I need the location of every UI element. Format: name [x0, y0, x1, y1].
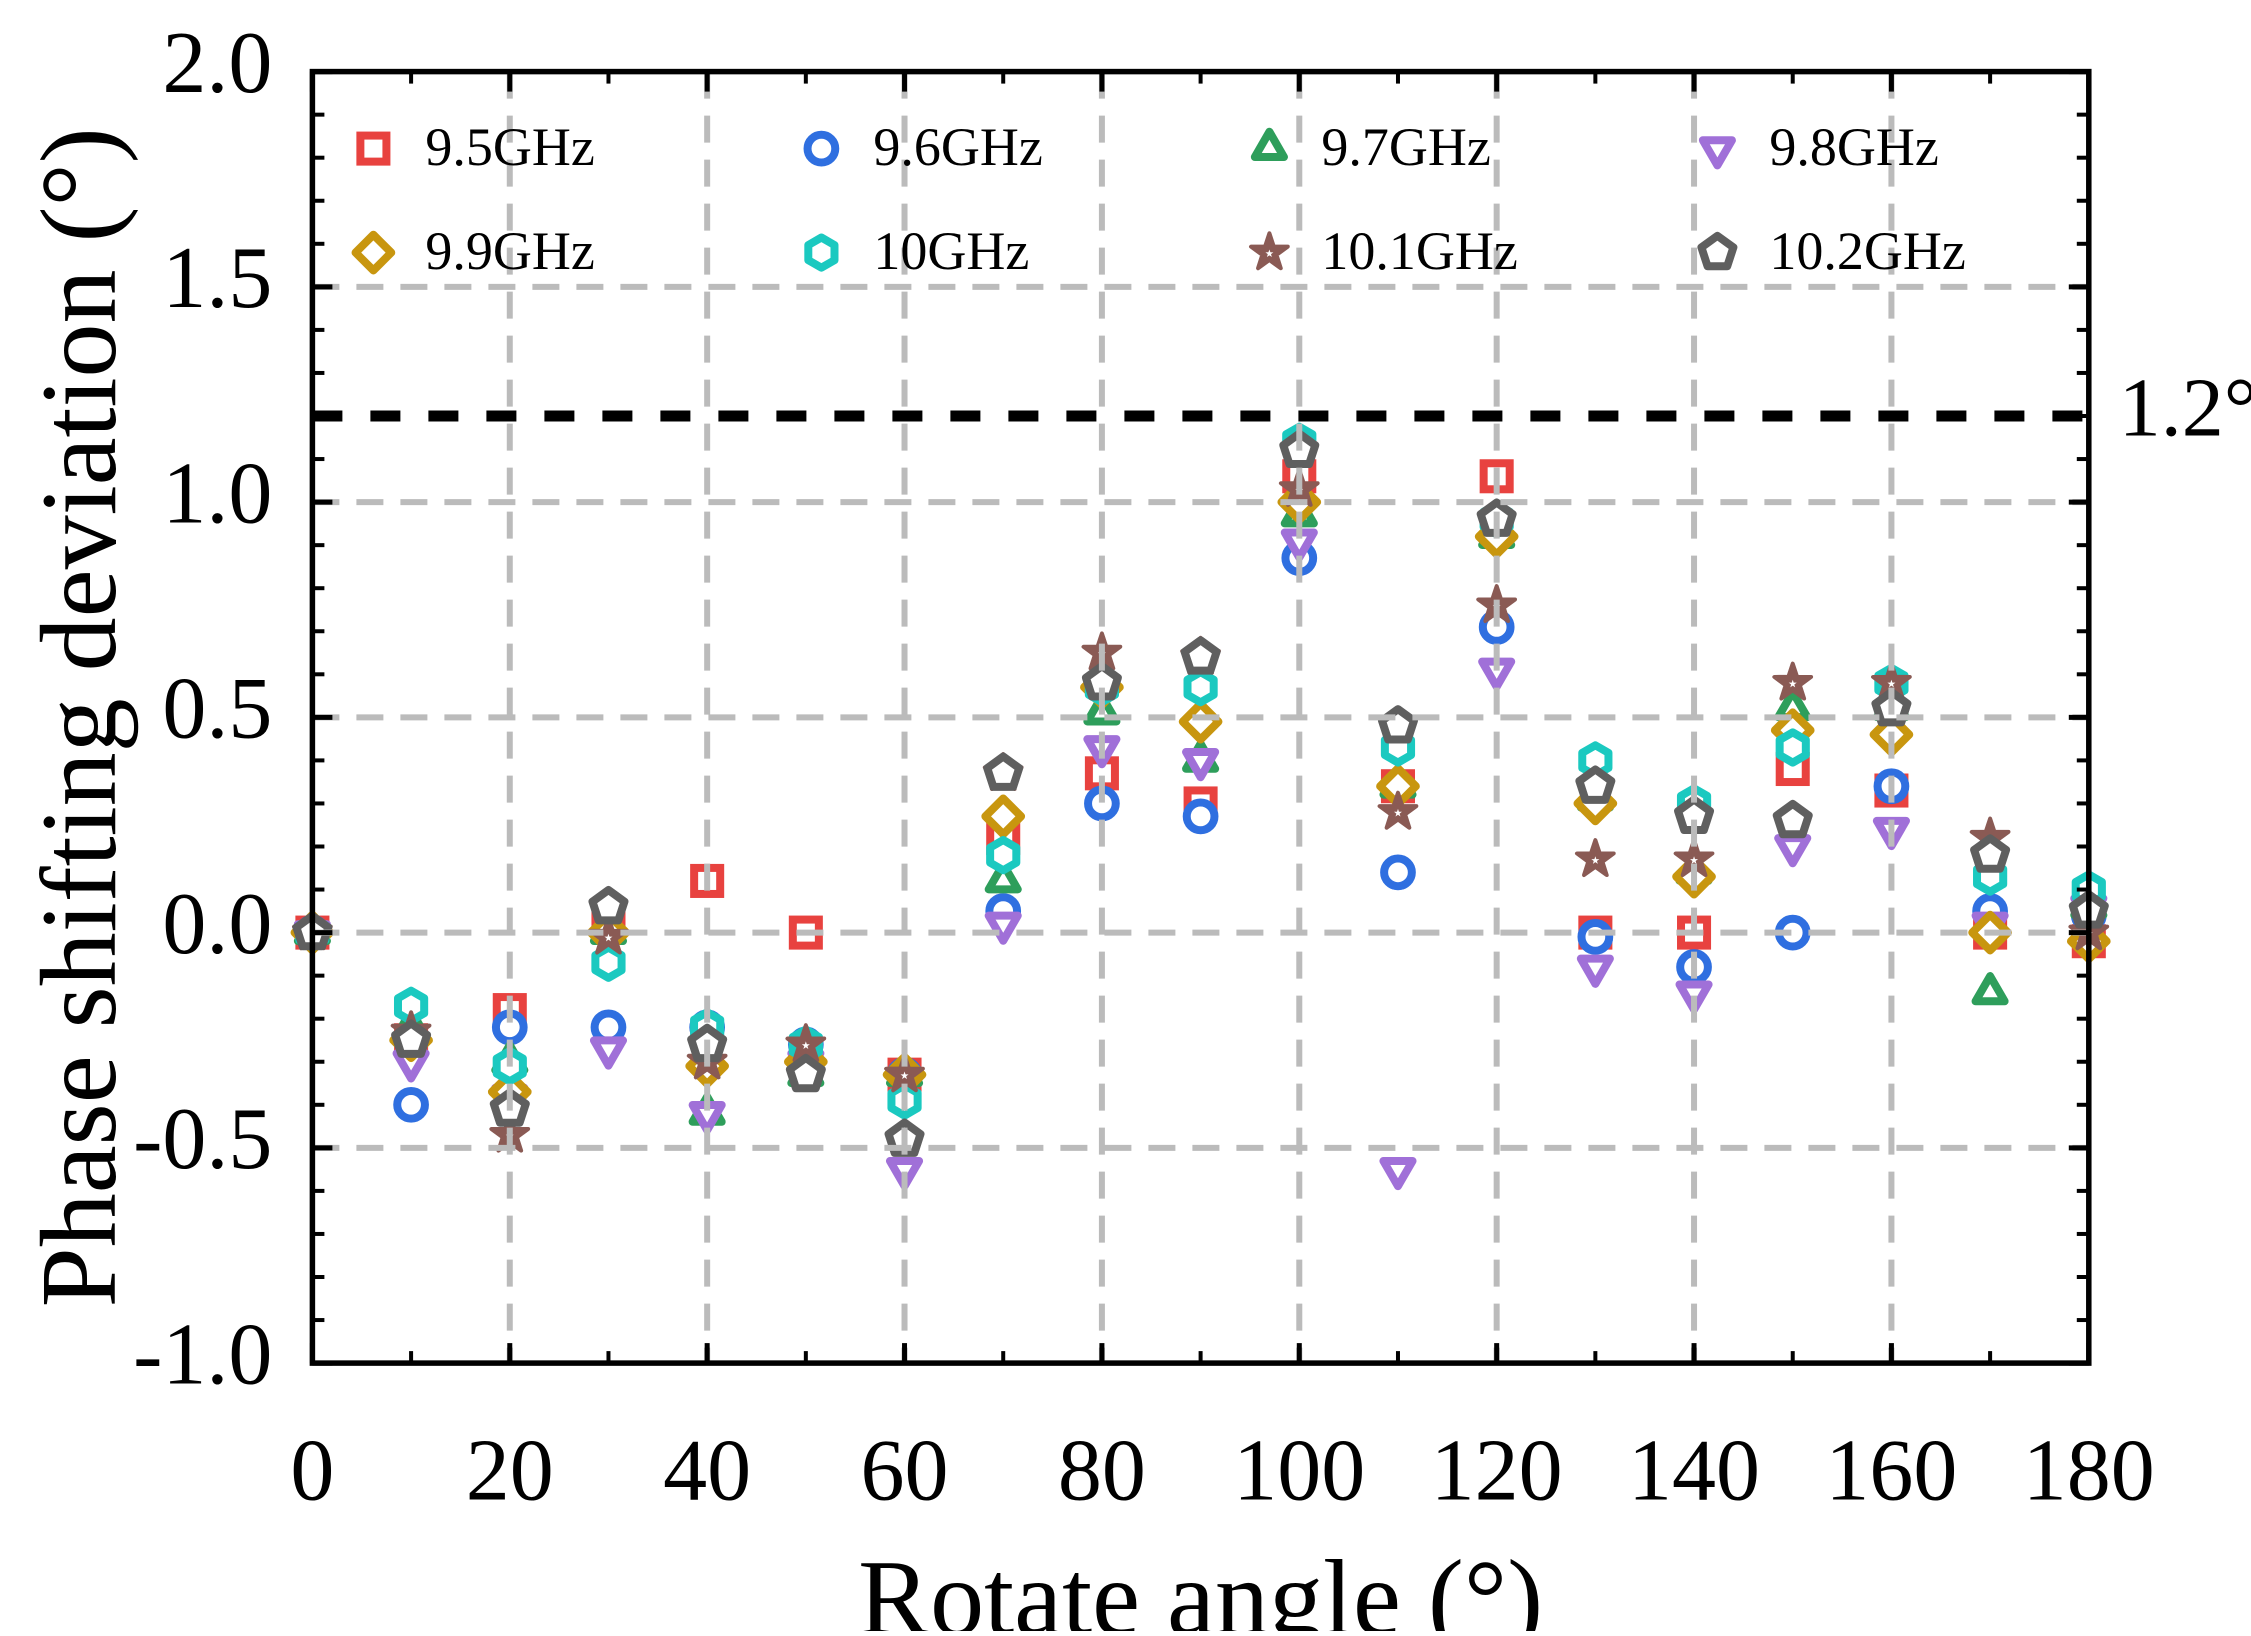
- svg-text:9.7GHz: 9.7GHz: [1321, 117, 1490, 177]
- svg-text:180: 180: [2023, 1423, 2155, 1520]
- svg-text:1.5: 1.5: [162, 230, 272, 327]
- svg-text:9.6GHz: 9.6GHz: [873, 117, 1042, 177]
- svg-text:2.0: 2.0: [162, 15, 272, 112]
- svg-text:40: 40: [663, 1423, 751, 1520]
- svg-text:-0.5: -0.5: [133, 1091, 272, 1188]
- svg-text:10.2GHz: 10.2GHz: [1769, 221, 1965, 281]
- svg-text:0: 0: [290, 1423, 334, 1520]
- svg-text:120: 120: [1431, 1423, 1563, 1520]
- svg-text:60: 60: [861, 1423, 949, 1520]
- svg-text:9.8GHz: 9.8GHz: [1769, 117, 1938, 177]
- svg-text:160: 160: [1825, 1423, 1957, 1520]
- svg-text:10.1GHz: 10.1GHz: [1321, 221, 1517, 281]
- svg-text:20: 20: [466, 1423, 554, 1520]
- svg-text:Rotate angle (°): Rotate angle (°): [858, 1539, 1543, 1631]
- svg-text:80: 80: [1058, 1423, 1146, 1520]
- svg-text:0.0: 0.0: [162, 876, 272, 973]
- svg-text:9.9GHz: 9.9GHz: [425, 221, 594, 281]
- svg-text:10GHz: 10GHz: [873, 221, 1029, 281]
- svg-text:0.5: 0.5: [162, 661, 272, 758]
- svg-text:-1.0: -1.0: [133, 1306, 272, 1403]
- svg-text:1.2°: 1.2°: [2119, 361, 2251, 454]
- svg-text:9.5GHz: 9.5GHz: [425, 117, 594, 177]
- svg-text:140: 140: [1628, 1423, 1760, 1520]
- svg-text:Phase shifting deviation (°): Phase shifting deviation (°): [20, 127, 139, 1307]
- svg-text:100: 100: [1233, 1423, 1365, 1520]
- svg-text:1.0: 1.0: [162, 445, 272, 542]
